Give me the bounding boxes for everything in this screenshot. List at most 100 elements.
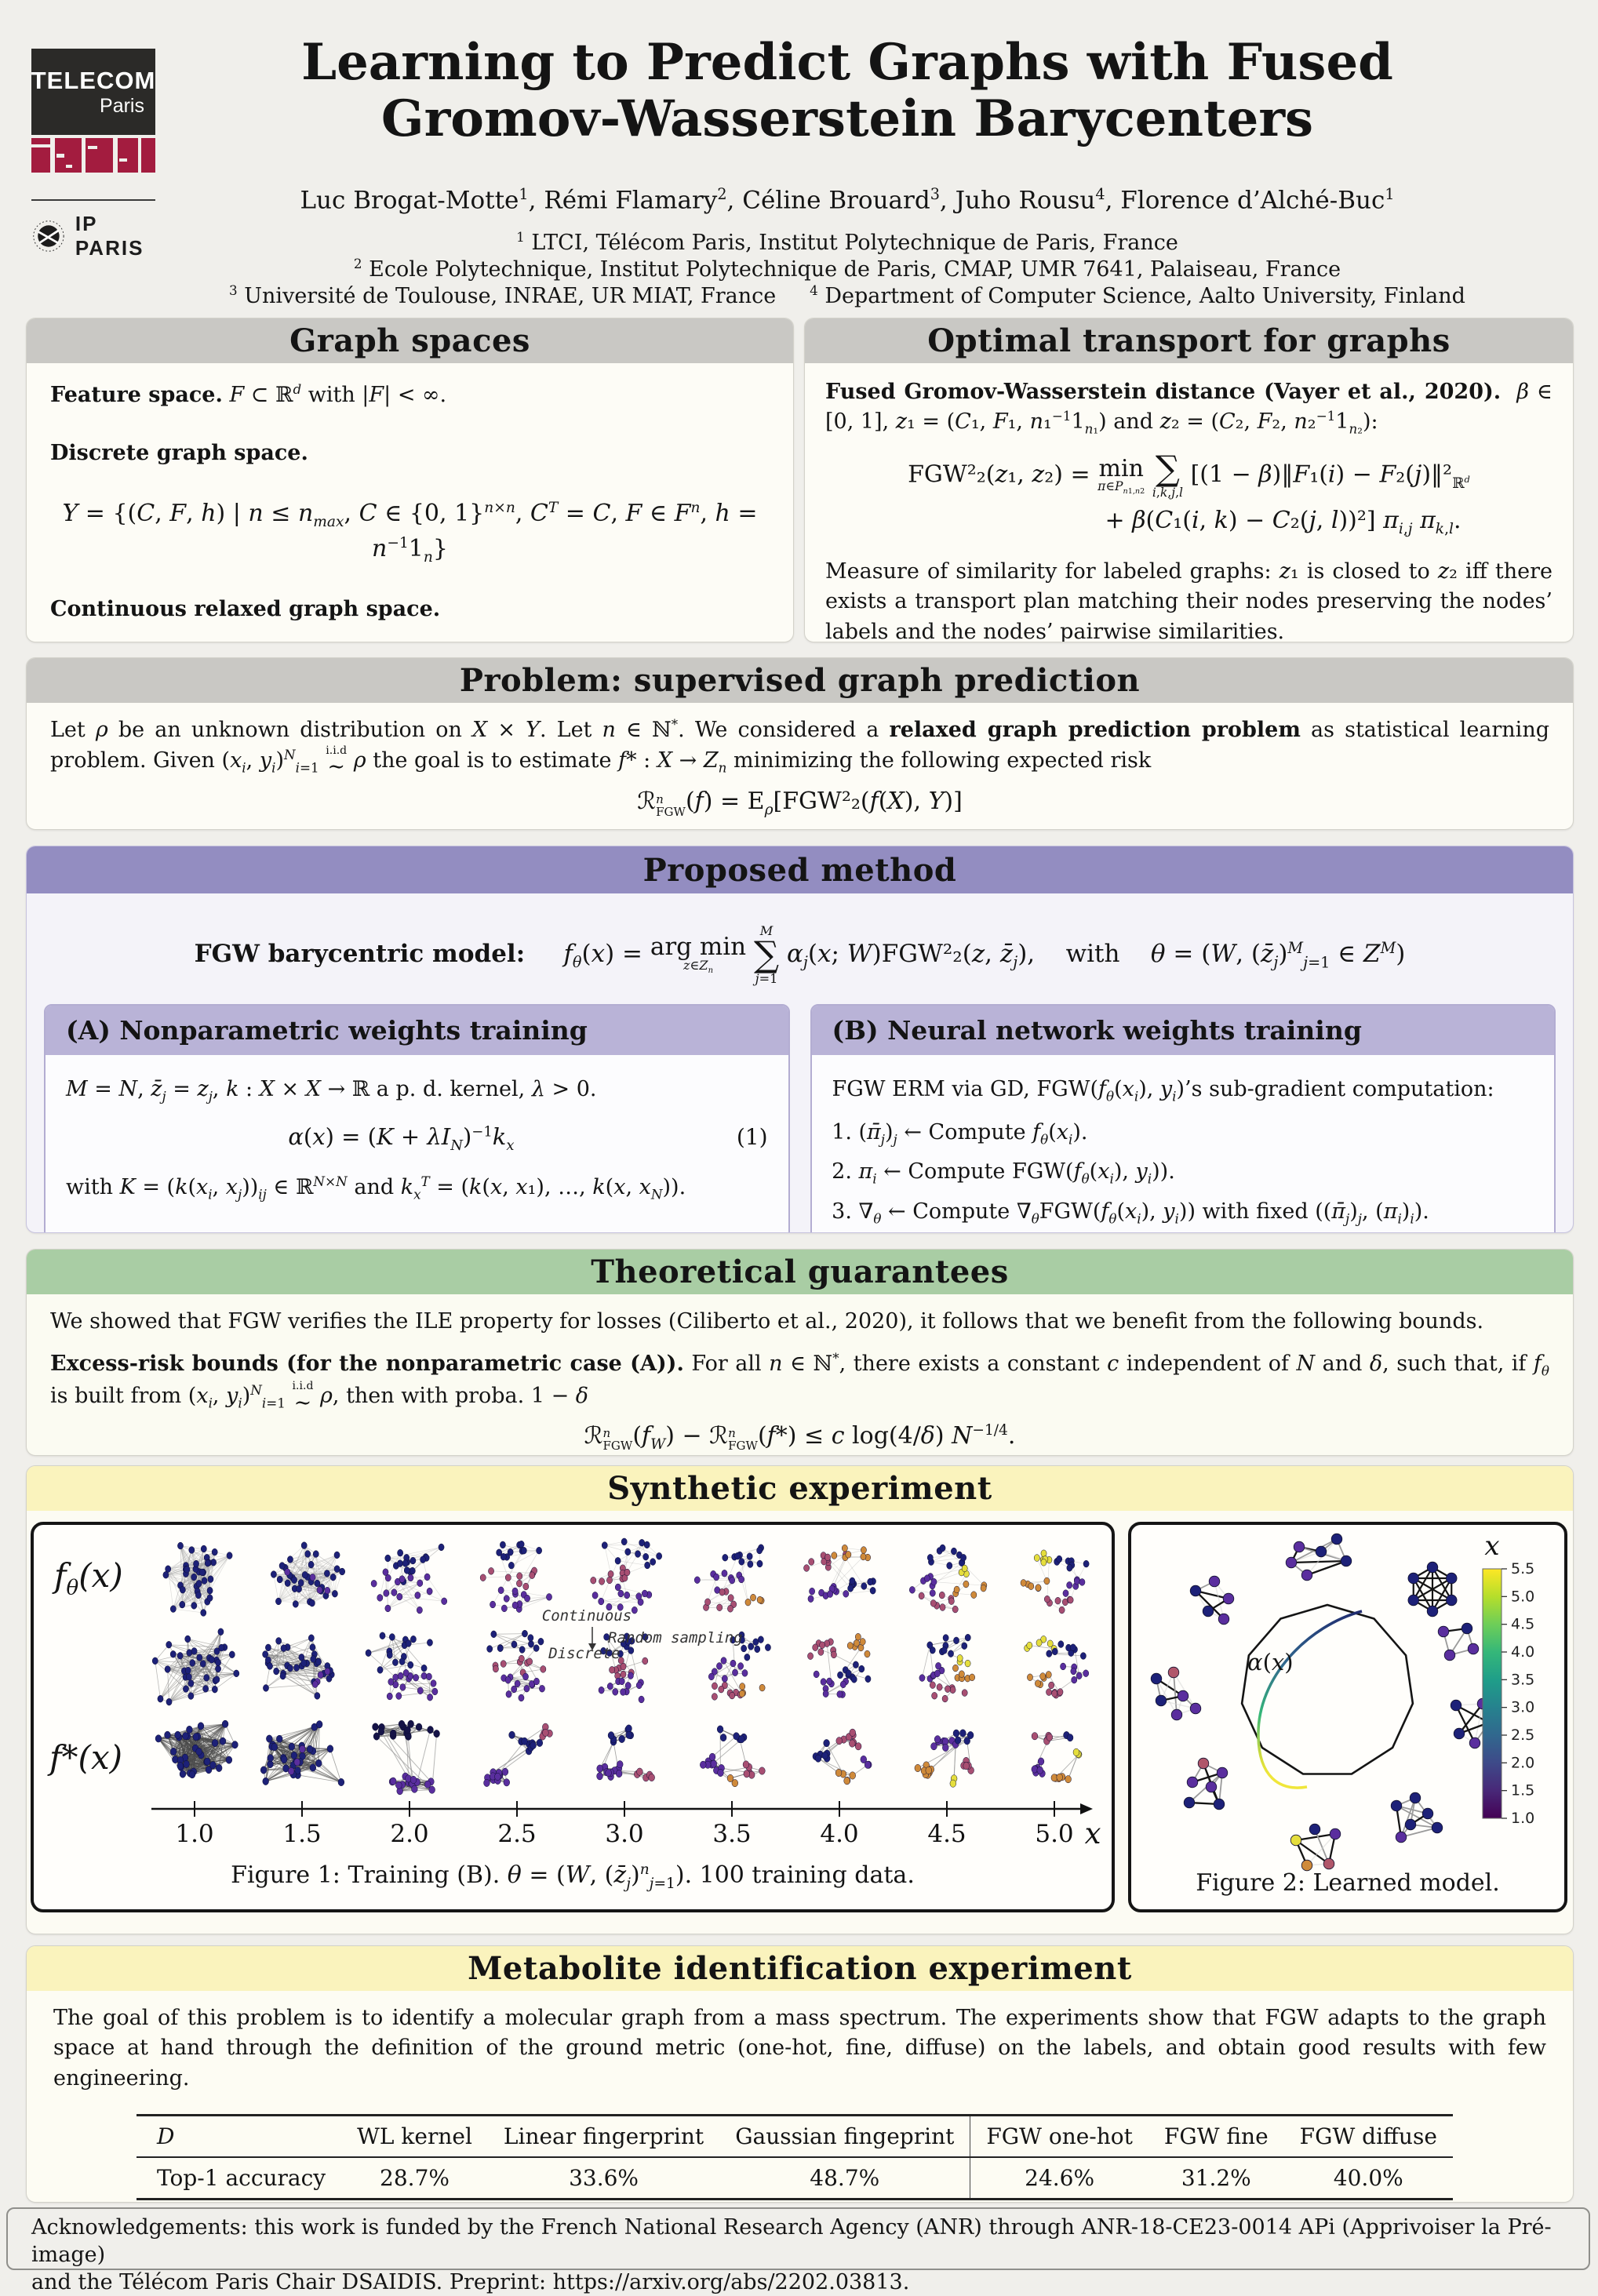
- preprint-link[interactable]: https://arxiv.org/abs/2202.03813.: [553, 2270, 910, 2294]
- table-cell: 24.6%: [970, 2157, 1148, 2200]
- affiliation-3: 3 Université de Toulouse, INRAE, UR MIAT…: [110, 282, 1585, 308]
- svg-text:x: x: [1085, 1817, 1101, 1850]
- svg-text:5.0: 5.0: [1511, 1588, 1534, 1605]
- ip-paris-icon: [31, 217, 66, 255]
- subsection-neural-training: (B) Neural network weights training FGW …: [810, 1004, 1556, 1233]
- svg-text:4.5: 4.5: [927, 1820, 966, 1848]
- ack-line2: and the Télécom Paris Chair DSAIDIS. Pre…: [31, 2270, 553, 2294]
- section-metabolite: Metabolite identification experiment The…: [26, 1945, 1574, 2203]
- table-header-cell: D: [137, 2115, 341, 2157]
- svg-text:4.0: 4.0: [820, 1820, 858, 1848]
- svg-text:3.0: 3.0: [605, 1820, 643, 1848]
- svg-text:4.5: 4.5: [1511, 1616, 1534, 1633]
- svg-text:4.0: 4.0: [1511, 1643, 1534, 1661]
- section-graph-spaces: Graph spaces Feature space. F ⊂ ℝd with …: [26, 318, 794, 642]
- svg-text:5.0: 5.0: [1035, 1820, 1073, 1848]
- section-title-theory: Theoretical guarantees: [27, 1250, 1573, 1294]
- figure1-row-label-fstar: f*(x): [49, 1738, 122, 1777]
- telecom-logo-subtext: Paris: [100, 95, 144, 118]
- table-cell: 48.7%: [719, 2157, 970, 2200]
- section-title-graph-spaces: Graph spaces: [27, 318, 793, 363]
- table-cell: Top-1 accuracy: [137, 2157, 341, 2200]
- section-theory: Theoretical guarantees We showed that FG…: [26, 1249, 1574, 1456]
- table-header-cell: Linear fingerprint: [488, 2115, 719, 2157]
- table-cell: 33.6%: [488, 2157, 719, 2200]
- svg-text:Continuous: Continuous: [542, 1607, 632, 1625]
- telecom-paris-logo-art: [31, 138, 155, 173]
- svg-text:1.5: 1.5: [1511, 1782, 1534, 1799]
- fgw-definition-text: Fused Gromov-Wasserstein distance (Vayer…: [825, 377, 1552, 438]
- svg-text:2.5: 2.5: [1511, 1727, 1534, 1744]
- svg-text:1.5: 1.5: [282, 1820, 321, 1848]
- svg-text:2.5: 2.5: [497, 1820, 536, 1848]
- table-header-cell: Gaussian fingeprint: [719, 2115, 970, 2157]
- fgw-equation-line2: + β(C₁(i, k) − C₂(j, l))²] πi,j πk,l.: [825, 504, 1552, 540]
- gradient-step-1: (π̄j)j ← Compute fθ(xi).: [859, 1117, 1534, 1149]
- table-header-cell: WL kernel: [341, 2115, 488, 2157]
- affiliation-1: 1 LTCI, Télécom Paris, Institut Polytech…: [110, 229, 1585, 255]
- table-cell: 31.2%: [1148, 2157, 1284, 2200]
- svg-text:2.0: 2.0: [1511, 1754, 1534, 1771]
- section-title-metabolite: Metabolite identification experiment: [27, 1946, 1573, 1991]
- ack-line1: Acknowledgements: this work is funded by…: [31, 2215, 1552, 2267]
- svg-text:3.5: 3.5: [1511, 1671, 1534, 1688]
- svg-text:1.0: 1.0: [1511, 1810, 1534, 1827]
- table-cell: 28.7%: [341, 2157, 488, 2200]
- problem-statement-text: Let ρ be an unknown distribution on X × …: [50, 715, 1549, 777]
- section-title-problem: Problem: supervised graph prediction: [27, 658, 1573, 703]
- discrete-space-label: Discrete graph space.: [50, 438, 770, 468]
- section-title-proposed-method: Proposed method: [27, 846, 1573, 893]
- metabolite-goal-text: The goal of this problem is to identify …: [53, 2003, 1546, 2094]
- table-cell: 40.0%: [1284, 2157, 1453, 2200]
- acknowledgements: Acknowledgements: this work is funded by…: [6, 2207, 1590, 2270]
- subsection-title-B: (B) Neural network weights training: [812, 1006, 1555, 1055]
- section-proposed-method: Proposed method FGW barycentric model: f…: [26, 846, 1574, 1233]
- discrete-space-equation: Y = {(C, F, h) | n ≤ nmax, C ∈ {0, 1}n×n…: [50, 497, 770, 569]
- subsection-nonparametric-training: (A) Nonparametric weights training M = N…: [44, 1004, 790, 1233]
- nonparametric-setup-text: M = N, z̄j = zj, k : X × X → ℝ a p. d. k…: [66, 1074, 768, 1106]
- figure2-caption: Figure 2: Learned model.: [1131, 1869, 1564, 1897]
- feature-space-text: Feature space. F ⊂ ℝd with |F| < ∞.: [50, 380, 770, 410]
- gradient-steps-list: (π̄j)j ← Compute fθ(xi). πi ← Compute FG…: [859, 1117, 1534, 1228]
- subsection-title-A: (A) Nonparametric weights training: [46, 1006, 788, 1055]
- section-problem: Problem: supervised graph prediction Let…: [26, 657, 1574, 830]
- continuous-space-label: Continuous relaxed graph space.: [50, 595, 770, 624]
- excess-risk-text: Excess-risk bounds (for the nonparametri…: [50, 1349, 1549, 1413]
- erm-text: FGW ERM via GD, FGW(fθ(xi), yi)’s sub-gr…: [832, 1074, 1534, 1106]
- telecom-paris-logo-black: TELECOM Paris: [31, 49, 155, 135]
- svg-text:1.0: 1.0: [175, 1820, 213, 1848]
- section-optimal-transport: Optimal transport for graphs Fused Gromo…: [804, 318, 1574, 642]
- section-title-synthetic: Synthetic experiment: [27, 1466, 1573, 1511]
- table-header-cell: FGW fine: [1148, 2115, 1284, 2157]
- table-header-cell: FGW diffuse: [1284, 2115, 1453, 2157]
- table-header-cell: FGW one-hot: [970, 2115, 1148, 2157]
- poster-title: Learning to Predict Graphs with Fused Gr…: [235, 35, 1459, 148]
- svg-text:Discrete: Discrete: [548, 1645, 621, 1662]
- ile-property-text: We showed that FGW verifies the ILE prop…: [50, 1307, 1549, 1337]
- figure2-alpha-label: α(x): [1247, 1649, 1294, 1676]
- logo-divider: [31, 199, 155, 201]
- kernel-matrix-text: with K = (k(xi, xj))ij ∈ ℝN×N and kxT = …: [66, 1172, 768, 1204]
- equation-number: (1): [737, 1122, 768, 1154]
- figure-2-plot: 5.55.04.54.03.53.02.52.01.51.0x: [1131, 1525, 1564, 1909]
- gradient-step-3: ∇θ ← Compute ∇θFGW(fθ(xi), yi)) with fix…: [859, 1196, 1534, 1228]
- fgw-similarity-note: Measure of similarity for labeled graphs…: [825, 557, 1552, 642]
- affiliation-2: 2 Ecole Polytechnique, Institut Polytech…: [110, 256, 1585, 282]
- figure1-row-label-ftheta: fθ(x): [54, 1556, 123, 1599]
- telecom-logo-text: TELECOM: [31, 67, 156, 95]
- svg-text:2.0: 2.0: [390, 1820, 428, 1848]
- svg-text:5.5: 5.5: [1511, 1560, 1534, 1577]
- figure1-caption: Figure 1: Training (B). θ = (W, (z̄j)nj=…: [34, 1861, 1112, 1892]
- poster-title-line2: Gromov-Wasserstein Barycenters: [235, 91, 1459, 147]
- alpha-equation: α(x) = (K + λIN)−1kx: [66, 1120, 737, 1156]
- authors: Luc Brogat-Motte1, Rémi Flamary2, Céline…: [188, 185, 1506, 214]
- svg-text:x: x: [1484, 1530, 1499, 1562]
